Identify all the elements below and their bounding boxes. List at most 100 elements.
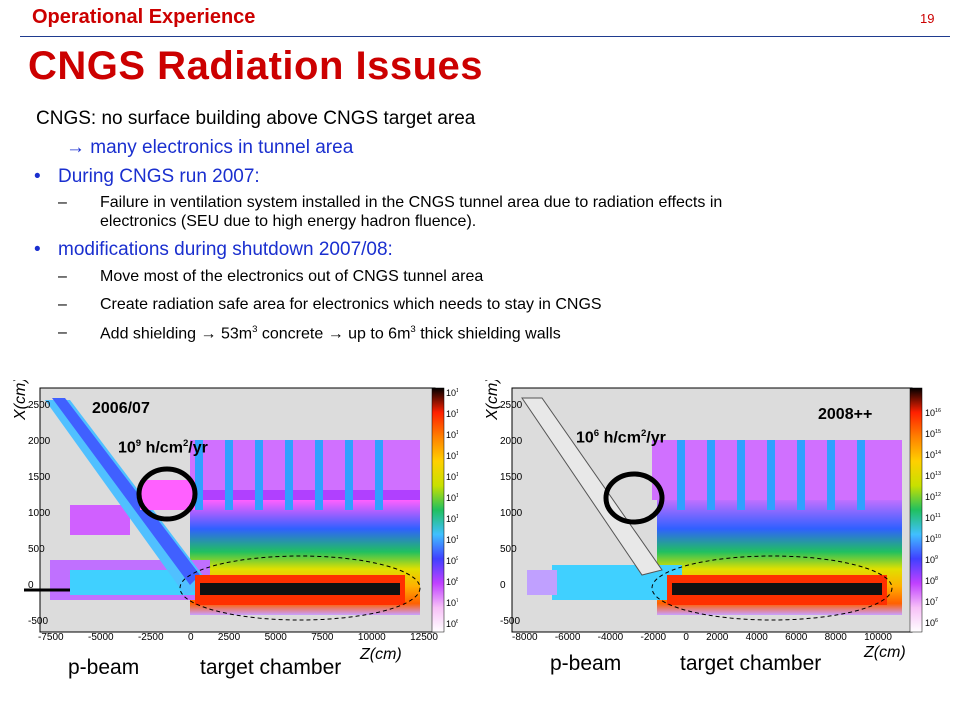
scale-tick: 109 [925, 555, 939, 565]
right-y-ticks: 2500 2000 1500 1000 500 0 -500 [500, 388, 522, 640]
y-tick: 1000 [28, 508, 51, 519]
right-x-ticks: -8000 -6000 -4000 -2000 0 2000 4000 6000… [512, 632, 892, 643]
section-title: Operational Experience [32, 6, 256, 28]
scale-tick: 107 [925, 597, 939, 607]
scale-tick: 106 [446, 619, 458, 629]
right-scale-ticks: 1016 1015 1014 1013 1012 1011 1010 109 1… [925, 402, 941, 633]
scale-tick: 1010 [925, 534, 942, 544]
x-tick: -2500 [137, 632, 164, 643]
scale-tick: 1014 [925, 450, 942, 460]
x-tick: -7500 [38, 632, 64, 643]
left-chamber-label: target chamber [200, 656, 342, 679]
right-fluence-map [511, 387, 923, 633]
right-beam-label: p-beam [550, 652, 622, 675]
x-tick: -5000 [87, 632, 114, 643]
arrow-right-icon: → [66, 137, 85, 158]
left-flux-label: 109 h/cm2/yr [118, 438, 208, 457]
x-tick: 5000 [264, 632, 287, 643]
shielding-text-d: concrete [257, 325, 328, 343]
scale-tick: 1011 [925, 513, 941, 523]
bullet-dot: • [34, 166, 41, 187]
y-tick: 0 [28, 580, 34, 591]
scale-tick: 1010 [446, 535, 458, 545]
page-number: 19 [920, 11, 935, 26]
slide-title: CNGS Radiation Issues [28, 44, 484, 88]
shielding-text-a: Add shielding [100, 325, 201, 343]
scale-tick: 1012 [925, 492, 942, 502]
y-tick: 0 [500, 580, 506, 591]
scale-tick: 1016 [446, 409, 458, 419]
scale-tick: 109 [446, 556, 458, 566]
scale-tick: 1017 [446, 388, 458, 398]
failure-text-line2: electronics (SEU due to high energy hadr… [100, 213, 477, 230]
x-tick: -4000 [597, 632, 624, 643]
superscript: 3 [410, 324, 416, 335]
safe-area-text: Create radiation safe area for electroni… [100, 296, 602, 313]
x-tick: 0 [187, 632, 194, 643]
header-divider [20, 36, 950, 37]
x-tick: -8000 [512, 632, 538, 643]
x-tick: -6000 [554, 632, 581, 643]
y-tick: 2000 [500, 436, 523, 447]
dash: – [58, 324, 67, 341]
scale-tick: 107 [446, 598, 458, 608]
x-tick: 4000 [745, 632, 768, 643]
left-scale-ticks: 1017 1016 1015 1014 1013 1012 1011 1010 … [446, 382, 458, 634]
left-year-label: 2006/07 [92, 400, 150, 417]
arrow-line-text: many electronics in tunnel area [85, 137, 354, 158]
x-tick: 2500 [217, 632, 241, 643]
left-beam-label: p-beam [68, 656, 140, 679]
y-tick: 500 [500, 544, 517, 555]
left-fluence-map [24, 387, 445, 633]
scale-tick: 1012 [446, 493, 458, 503]
y-tick: 2500 [500, 400, 523, 411]
bullet-run-2007: During CNGS run 2007: [58, 166, 260, 187]
dash: – [58, 268, 67, 285]
move-electronics-text: Move most of the electronics out of CNGS… [100, 268, 484, 285]
x-tick: 0 [683, 632, 689, 643]
right-year-label: 2008++ [818, 406, 873, 423]
arrow-line: → many electronics in tunnel area [66, 137, 353, 159]
scale-tick: 1015 [925, 429, 942, 439]
scale-tick: 106 [925, 618, 939, 628]
y-tick: 2000 [28, 436, 51, 447]
right-fluence-plot: X(cm) 2500 2000 1500 1000 500 0 -500 -80… [482, 380, 950, 652]
bullet-dot: • [34, 239, 41, 260]
y-tick: 1500 [28, 472, 51, 483]
superscript: 3 [252, 324, 258, 335]
y-tick: -500 [28, 616, 49, 627]
x-tick: 8000 [824, 632, 847, 643]
shielding-text-e: up to 6m [343, 325, 411, 343]
y-tick: 500 [28, 544, 45, 555]
right-chamber-label: target chamber [680, 652, 822, 675]
scale-tick: 1013 [925, 471, 942, 481]
scale-tick: 1011 [446, 514, 458, 524]
scale-tick: 1015 [446, 430, 458, 440]
x-tick: 12500 [410, 632, 438, 643]
left-y-ticks: 2500 2000 1500 1000 500 0 -500 [28, 388, 50, 640]
left-x-axis-label: Z(cm) [360, 646, 402, 663]
shielding-text-g: thick shielding walls [415, 325, 561, 343]
scale-tick: 108 [446, 577, 458, 587]
x-tick: 7500 [311, 632, 334, 643]
left-x-ticks: -7500 -5000 -2500 0 2500 5000 7500 10000… [38, 632, 438, 643]
failure-text-line1: Failure in ventilation system installed … [100, 194, 723, 211]
arrow-right-icon: → [327, 325, 344, 343]
arrow-right-icon: → [200, 325, 217, 343]
y-tick: 2500 [28, 400, 51, 411]
y-tick: 1500 [500, 472, 523, 483]
shielding-text-b: 53m [216, 325, 253, 343]
scale-tick: 1013 [446, 472, 458, 482]
bullet-shutdown: modifications during shutdown 2007/08: [58, 239, 393, 260]
scale-tick: 1014 [446, 451, 458, 461]
x-tick: 6000 [785, 632, 808, 643]
dash: – [58, 194, 67, 211]
y-tick: 1000 [500, 508, 523, 519]
right-x-axis-label: Z(cm) [864, 644, 906, 661]
intro-text: CNGS: no surface building above CNGS tar… [36, 108, 476, 129]
scale-tick: 108 [925, 576, 939, 586]
x-tick: 10000 [864, 632, 892, 643]
right-flux-label: 106 h/cm2/yr [576, 428, 666, 447]
x-tick: 10000 [357, 632, 386, 643]
x-tick: 2000 [706, 632, 729, 643]
